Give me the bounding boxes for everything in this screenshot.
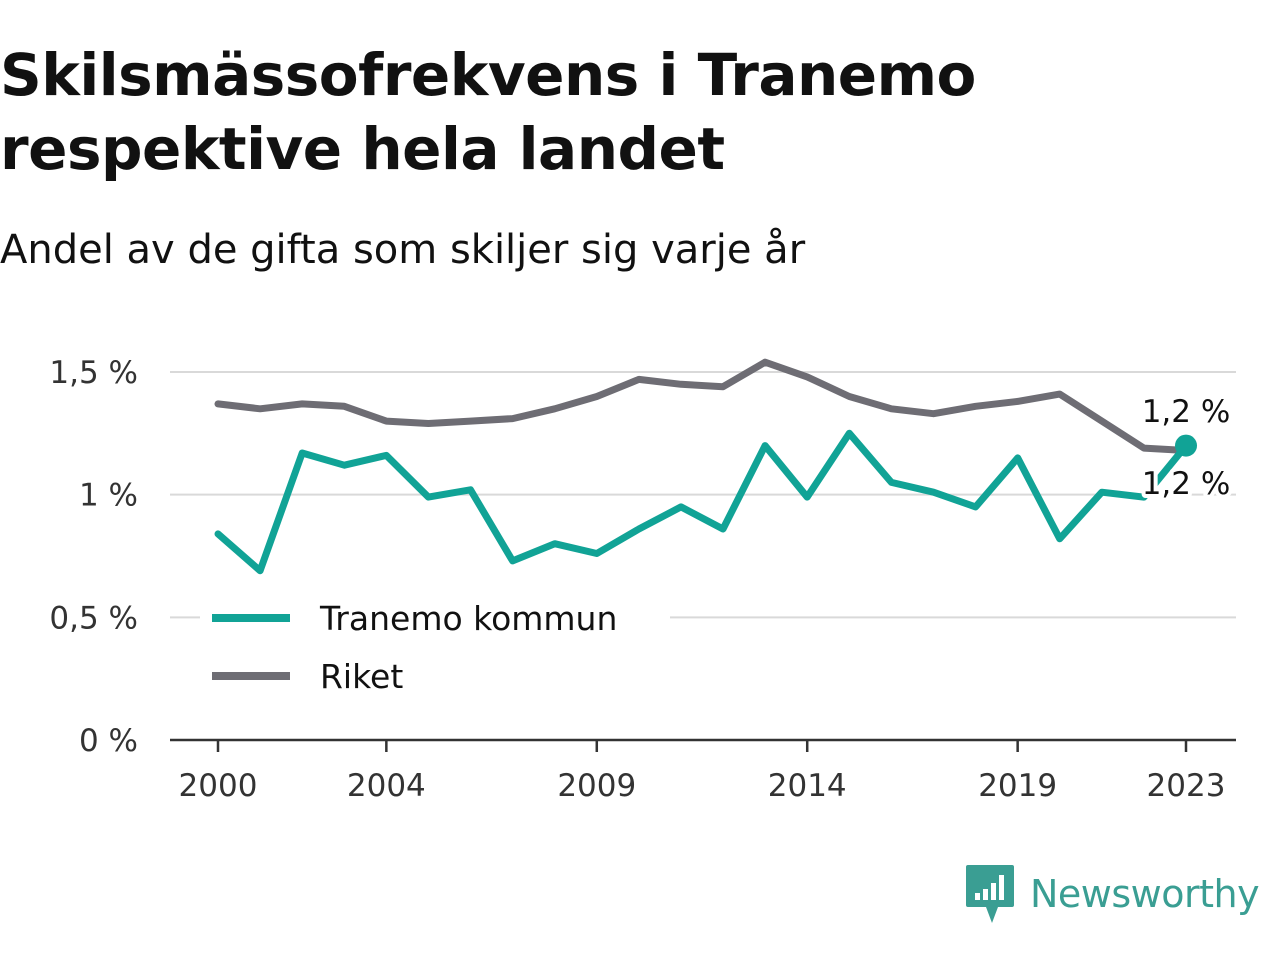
- series-0-end-point: [1175, 434, 1197, 457]
- x-tick-label-3: 2014: [768, 768, 847, 804]
- end-label-1: 1,2 %: [1142, 466, 1231, 502]
- y-tick-label-0: 0 %: [79, 723, 138, 759]
- newsworthy-logo: Newsworthy: [964, 862, 1260, 926]
- series-line-0: [214, 429, 1190, 575]
- brand-name: Newsworthy: [1030, 872, 1260, 916]
- y-tick-label-3: 1,5 %: [49, 355, 138, 391]
- series-line-1: [214, 358, 1190, 454]
- y-tick-label-2: 1 %: [79, 478, 138, 514]
- x-tick-label-0: 2000: [179, 768, 258, 804]
- x-axis: 2000 2004 2009 2014 2019 2023: [170, 738, 1236, 804]
- x-tick-label-2: 2009: [557, 768, 636, 804]
- series-lines: [214, 358, 1197, 575]
- x-tick-label-5: 2023: [1147, 768, 1226, 804]
- y-axis-labels: 0 % 0,5 % 1 % 1,5 %: [49, 355, 138, 759]
- end-labels: 1,2 %1,2 %1,2 %1,2 %: [1138, 390, 1235, 506]
- end-label-0: 1,2 %: [1142, 394, 1231, 430]
- chart-subtitle: Andel av de gifta som skiljer sig varje …: [0, 227, 806, 273]
- legend-label-1: Riket: [320, 657, 403, 696]
- y-tick-label-1: 0,5 %: [49, 600, 138, 636]
- newsworthy-chart-bubble-icon: [966, 865, 1014, 923]
- end-label-halo-0: 1,2 %: [1142, 394, 1231, 430]
- x-tick-label-1: 2004: [347, 768, 426, 804]
- x-tick-label-4: 2019: [978, 768, 1057, 804]
- chart-title: Skilsmässofrekvens i Tranemo respektive …: [0, 41, 976, 183]
- end-label-halo-1: 1,2 %: [1142, 466, 1231, 502]
- legend: Tranemo kommun Riket: [200, 590, 670, 698]
- legend-label-0: Tranemo kommun: [319, 599, 617, 638]
